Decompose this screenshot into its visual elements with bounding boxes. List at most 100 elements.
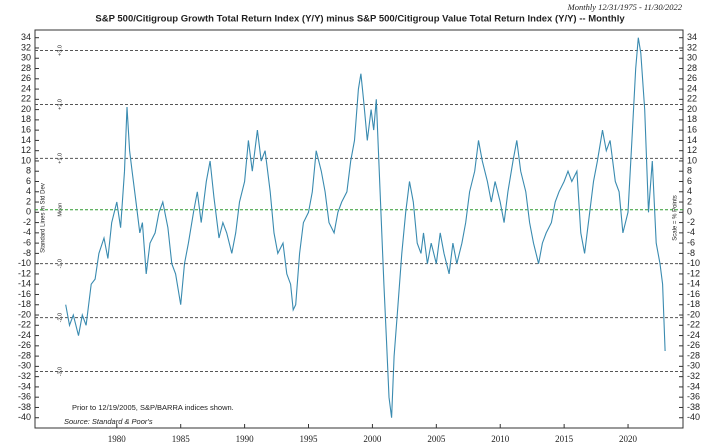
y-tick-label: 28 — [21, 63, 31, 73]
y-tick-label: -22 — [18, 320, 31, 330]
x-tick-label: 2020 — [619, 434, 638, 444]
y-tick-label: 10 — [21, 155, 31, 165]
y-tick-label: 2 — [26, 196, 31, 206]
y2-tick-label: 10 — [687, 155, 697, 165]
y-tick-label: -30 — [18, 361, 31, 371]
y2-tick-label: -32 — [687, 371, 700, 381]
y2-tick-label: 24 — [687, 83, 697, 93]
reference-label: -3.0 — [57, 367, 63, 376]
y-tick-label: 32 — [21, 42, 31, 52]
y2-tick-label: 8 — [687, 166, 692, 176]
y2-tick-label: -20 — [687, 309, 700, 319]
y2-tick-label: 34 — [687, 32, 697, 42]
y2-tick-label: -34 — [687, 381, 700, 391]
y2-tick-label: -40 — [687, 412, 700, 422]
x-tick-label: 2000 — [363, 434, 382, 444]
x-tick-label: 2010 — [491, 434, 510, 444]
x-tick-label: 1995 — [300, 434, 319, 444]
chart-subtitle: Monthly 12/31/1975 - 11/30/2022 — [567, 2, 683, 12]
y2-tick-label: -24 — [687, 330, 700, 340]
y-tick-label: -16 — [18, 289, 31, 299]
y2-tick-label: -36 — [687, 392, 700, 402]
y2-tick-label: 32 — [687, 42, 697, 52]
y2-tick-label: 18 — [687, 114, 697, 124]
y2-axis-label: Scale = % Points — [673, 195, 679, 241]
y-tick-label: -8 — [23, 248, 31, 258]
x-tick-label: 2005 — [427, 434, 446, 444]
y-tick-label: -34 — [18, 381, 31, 391]
reference-label: +1.0 — [57, 153, 63, 164]
reference-label: Mean — [57, 203, 63, 217]
y-tick-label: 14 — [21, 135, 31, 145]
y-tick-label: -6 — [23, 237, 31, 247]
y2-tick-label: -12 — [687, 268, 700, 278]
y2-tick-label: 6 — [687, 176, 692, 186]
y-tick-label: 18 — [21, 114, 31, 124]
x-tick-label: 1990 — [236, 434, 255, 444]
y2-tick-label: -2 — [687, 217, 695, 227]
y2-tick-label: 20 — [687, 104, 697, 114]
x-tick-label: 2015 — [555, 434, 574, 444]
y-tick-label: 12 — [21, 145, 31, 155]
source: Source: Standard & Poor's — [64, 417, 153, 426]
y-tick-label: 16 — [21, 125, 31, 135]
y-tick-label: 24 — [21, 83, 31, 93]
reference-label: -2.0 — [57, 313, 63, 322]
y2-tick-label: 26 — [687, 73, 697, 83]
y-tick-label: 0 — [26, 207, 31, 217]
y2-tick-label: 12 — [687, 145, 697, 155]
y2-tick-label: 30 — [687, 53, 697, 63]
y-tick-label: -24 — [18, 330, 31, 340]
y-tick-label: 6 — [26, 176, 31, 186]
reference-label: -1.0 — [57, 259, 63, 268]
reference-label: +2.0 — [57, 99, 63, 110]
y2-tick-label: -22 — [687, 320, 700, 330]
y-tick-label: -36 — [18, 392, 31, 402]
y2-tick-label: 22 — [687, 94, 697, 104]
y-tick-label: -12 — [18, 268, 31, 278]
y-tick-label: 26 — [21, 73, 31, 83]
y-tick-label: 4 — [26, 186, 31, 196]
y-tick-label: 22 — [21, 94, 31, 104]
y2-tick-label: -8 — [687, 248, 695, 258]
y2-tick-label: -28 — [687, 350, 700, 360]
y2-tick-label: -26 — [687, 340, 700, 350]
y2-tick-label: 14 — [687, 135, 697, 145]
y2-tick-label: 28 — [687, 63, 697, 73]
y-tick-label: 20 — [21, 104, 31, 114]
y-axis-label: Standard Lines in Std Dev — [41, 183, 47, 253]
y-tick-label: -2 — [23, 217, 31, 227]
y2-tick-label: 16 — [687, 125, 697, 135]
y-tick-label: -10 — [18, 258, 31, 268]
data-line — [65, 37, 666, 418]
y2-tick-label: 4 — [687, 186, 692, 196]
y-tick-label: -28 — [18, 350, 31, 360]
y2-tick-label: -4 — [687, 227, 695, 237]
y2-tick-label: -16 — [687, 289, 700, 299]
y-tick-label: -40 — [18, 412, 31, 422]
y2-tick-label: -18 — [687, 299, 700, 309]
plot-frame — [34, 29, 684, 429]
y-tick-label: 30 — [21, 53, 31, 63]
y-tick-label: -32 — [18, 371, 31, 381]
y-tick-label: 8 — [26, 166, 31, 176]
y-tick-label: -18 — [18, 299, 31, 309]
y-tick-label: -14 — [18, 279, 31, 289]
y-tick-label: -4 — [23, 227, 31, 237]
x-tick-label: 1985 — [172, 434, 191, 444]
reference-label: +3.0 — [57, 45, 63, 56]
y2-tick-label: -38 — [687, 402, 700, 412]
y-tick-label: -38 — [18, 402, 31, 412]
note: Prior to 12/19/2005, S&P/BARRA indices s… — [72, 403, 234, 412]
y2-tick-label: -10 — [687, 258, 700, 268]
y2-tick-label: -14 — [687, 279, 700, 289]
chart-title: S&P 500/Citigroup Growth Total Return In… — [95, 14, 625, 25]
y-tick-label: 34 — [21, 32, 31, 42]
y2-tick-label: 2 — [687, 196, 692, 206]
y2-tick-label: 0 — [687, 207, 692, 217]
x-tick-label: 1980 — [108, 434, 127, 444]
y-tick-label: -20 — [18, 309, 31, 319]
y2-tick-label: -30 — [687, 361, 700, 371]
y2-tick-label: -6 — [687, 237, 695, 247]
